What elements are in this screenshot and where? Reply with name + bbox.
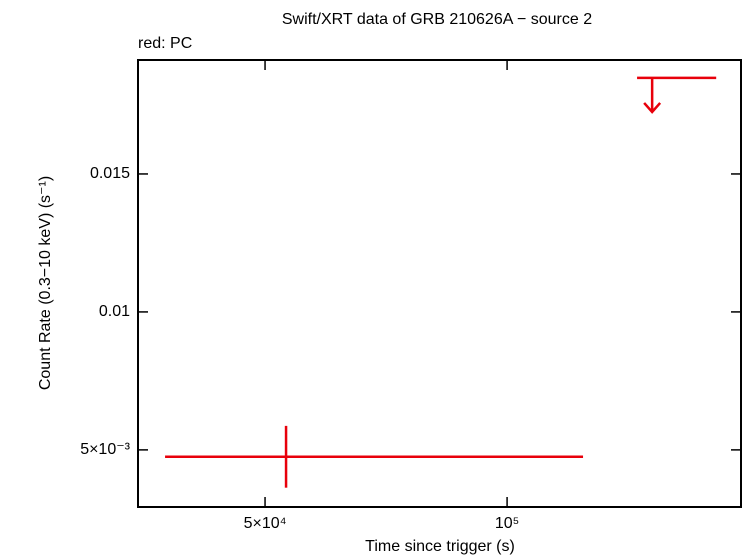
y-axis-label: Count Rate (0.3−10 keV) (s⁻¹)	[37, 176, 54, 390]
chart-subtitle: red: PC	[138, 35, 192, 52]
plot-frame	[137, 59, 742, 508]
x-axis-label: Time since trigger (s)	[365, 538, 515, 555]
chart-title: Swift/XRT data of GRB 210626A − source 2	[282, 11, 592, 28]
x-tick-label: 10⁵	[495, 515, 519, 532]
upper-limit-arrow	[643, 77, 662, 114]
y-tick-label: 0.01	[99, 303, 130, 320]
y-tick-label: 0.015	[90, 165, 130, 182]
x-tick-label: 5×10⁴	[244, 515, 287, 532]
y-tick-label: 5×10⁻³	[80, 441, 130, 458]
